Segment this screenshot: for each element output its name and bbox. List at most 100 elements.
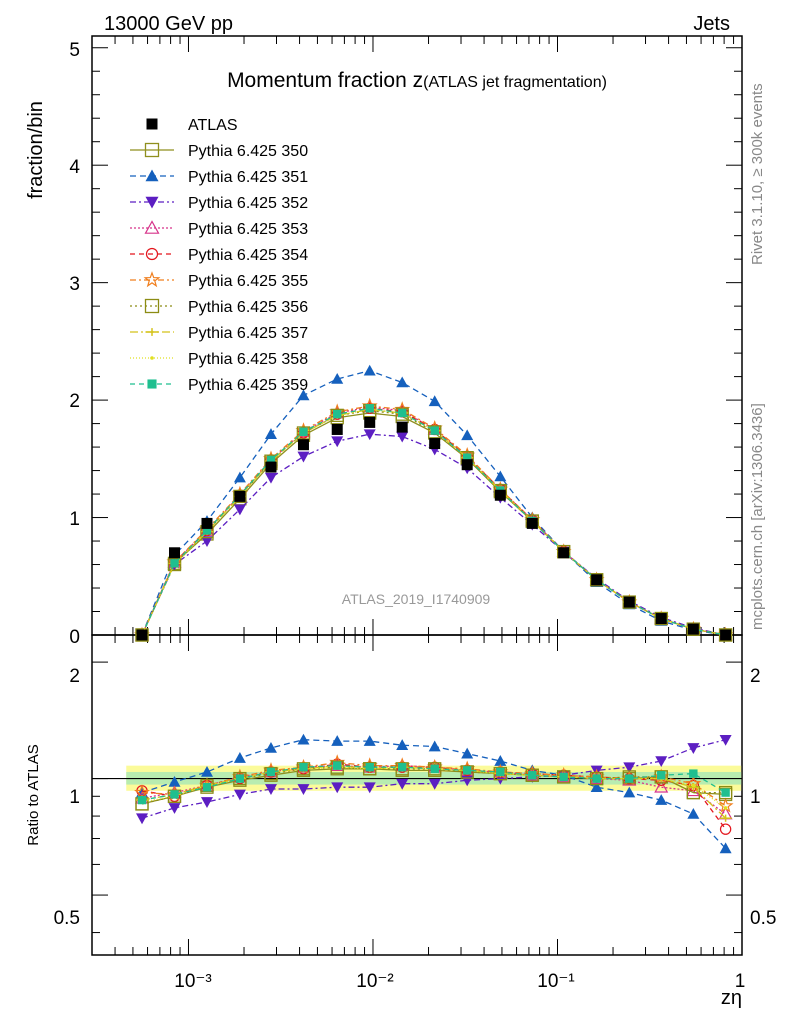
ratio-point [136, 813, 149, 825]
ratio-point [365, 763, 374, 772]
series-point [297, 451, 310, 463]
series-point [264, 428, 277, 439]
data-point [526, 517, 538, 529]
ratio-ylabel: Ratio to ATLAS [25, 744, 42, 845]
series-point [398, 408, 407, 418]
data-point [461, 459, 473, 471]
plot-title-main: Momentum fraction z [227, 69, 423, 92]
series-line-ratio [141, 739, 727, 849]
header-collision: 13000 GeV pp [104, 13, 233, 35]
ratio-point [168, 803, 181, 814]
ratio-point [689, 769, 698, 778]
data-point [169, 547, 181, 559]
legend-entry: Pythia 6.425 357 [130, 325, 308, 342]
ratio-ytick-label: 2 [69, 666, 80, 687]
series-point [200, 536, 213, 548]
legend-marker [145, 328, 159, 336]
ratio-point [592, 774, 601, 783]
ratio-point [297, 784, 310, 795]
ratio-point [430, 764, 439, 773]
plot-title-sub: (ATLAS jet fragmentation) [423, 74, 607, 91]
ratio-point [625, 774, 634, 783]
ratio-point [494, 755, 507, 766]
ratio-point [461, 747, 474, 759]
series-point [299, 427, 308, 437]
ratio-point [331, 782, 344, 794]
legend-marker [145, 247, 159, 261]
ratio-point [719, 734, 732, 746]
ratio-point [623, 786, 636, 798]
series-point [395, 407, 409, 421]
ratio-point [719, 842, 732, 854]
data-point [494, 489, 506, 501]
x-axis-label: zη [721, 987, 742, 1009]
main-ytick-label: 5 [69, 40, 80, 61]
ratio-point [723, 806, 728, 810]
legend-entry: ATLAS [146, 117, 238, 134]
ratio-point [590, 781, 603, 793]
legend-entry: Pythia 6.425 354 [130, 247, 308, 264]
series-point [428, 395, 441, 407]
series-layer [134, 364, 734, 854]
ratio-point [168, 775, 181, 787]
series-point [430, 426, 439, 435]
side-mcplots-label: mcplots.cern.ch [arXiv:1306.3436] [749, 403, 766, 630]
series-point [331, 436, 344, 448]
ratio-point [460, 765, 474, 779]
ratio-point [200, 765, 213, 777]
legend-marker [146, 118, 158, 130]
ratio-point [428, 778, 441, 790]
ratio-point [528, 771, 537, 780]
main-ytick-label: 1 [69, 509, 80, 530]
series-point [461, 429, 474, 441]
series-point [233, 504, 246, 516]
data-point [558, 547, 570, 559]
data-point [201, 517, 213, 529]
ratio-point [721, 788, 730, 797]
ratio-point [264, 784, 277, 795]
ratio-point [134, 784, 150, 800]
ratio-point [654, 770, 668, 784]
ratio-point [655, 794, 668, 805]
series-point [363, 364, 376, 376]
series-point [170, 559, 179, 568]
series-point [363, 429, 376, 441]
ratio-point [691, 783, 696, 788]
series-point [266, 455, 276, 465]
main-ytick-label: 2 [69, 391, 80, 412]
ratio-point [331, 735, 344, 746]
legend-label: ATLAS [188, 117, 238, 134]
xtick-label: 10⁻² [356, 971, 394, 992]
series-point [233, 471, 246, 483]
legend-marker [144, 298, 160, 314]
ratio-point [202, 783, 212, 792]
ratio-point [687, 743, 700, 754]
legend-marker [144, 220, 160, 234]
data-point [591, 574, 603, 586]
legend-marker [147, 379, 157, 389]
legend-label: Pythia 6.425 353 [188, 221, 308, 238]
legend-marker [145, 169, 159, 182]
ratio-point [428, 740, 441, 752]
series-point [396, 431, 409, 443]
ratio-point [396, 778, 409, 790]
ratio-point [398, 763, 407, 772]
legend-entry: Pythia 6.425 353 [130, 220, 308, 238]
ratio-point [170, 790, 179, 799]
series-point [462, 453, 472, 462]
legend-entry: Pythia 6.425 351 [130, 169, 308, 186]
legend-marker [144, 142, 160, 158]
legend-label: Pythia 6.425 355 [188, 273, 308, 290]
ratio-point [719, 814, 732, 822]
ratio-ytick-label: 1 [69, 787, 80, 808]
data-point [720, 629, 732, 641]
legend-marker [150, 356, 154, 360]
analysis-watermark: ATLAS_2019_I1740909 [342, 591, 491, 607]
data-point [364, 416, 376, 428]
series-point [297, 389, 310, 401]
series-point [264, 472, 277, 484]
xtick-label: 10⁻³ [174, 971, 212, 992]
side-rivet-label: Rivet 3.1.10, ≥ 300k events [749, 83, 766, 265]
ratio-point [622, 770, 636, 784]
